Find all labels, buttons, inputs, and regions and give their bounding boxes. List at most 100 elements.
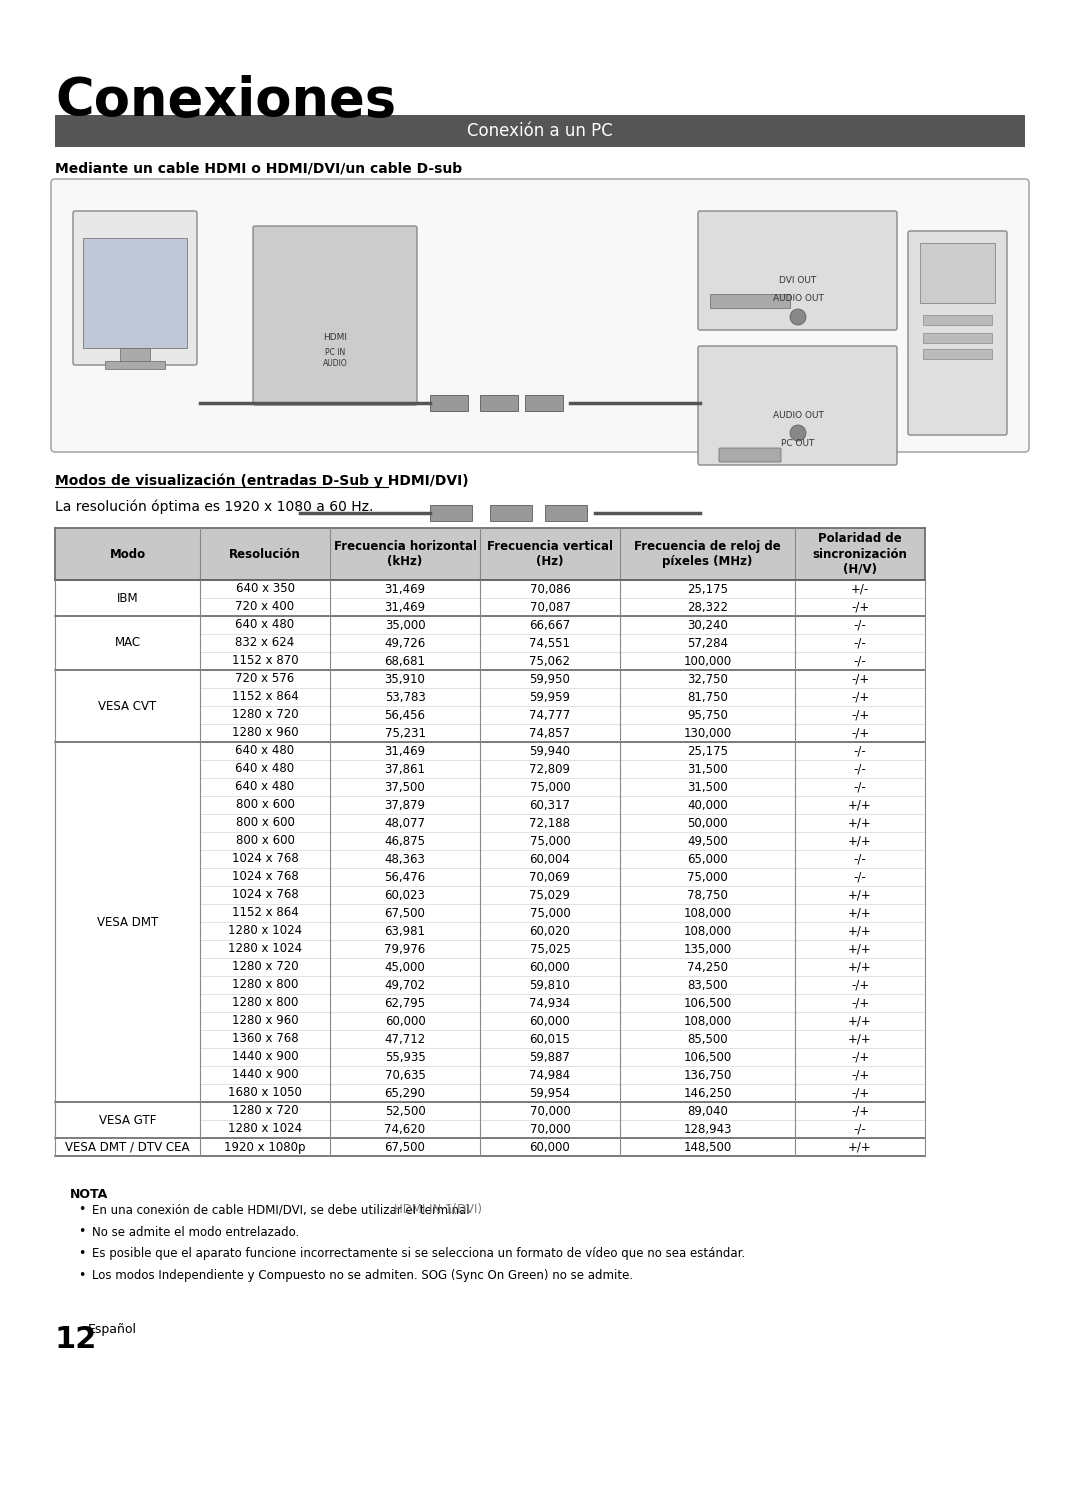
- Text: •: •: [78, 1247, 85, 1261]
- Text: 60,004: 60,004: [529, 853, 570, 865]
- Text: +/-: +/-: [851, 583, 869, 596]
- Text: +/+: +/+: [848, 907, 872, 919]
- Text: 31,469: 31,469: [384, 601, 426, 614]
- Text: -/-: -/-: [853, 654, 866, 668]
- Bar: [55, 850, 924, 868]
- Text: 75,062: 75,062: [529, 654, 570, 668]
- FancyBboxPatch shape: [73, 211, 197, 365]
- Bar: [55, 1067, 924, 1085]
- Text: 640 x 480: 640 x 480: [235, 780, 295, 793]
- Bar: [55, 580, 924, 598]
- Text: 30,240: 30,240: [687, 619, 728, 632]
- Text: 66,667: 66,667: [529, 619, 570, 632]
- Text: 108,000: 108,000: [684, 907, 731, 919]
- FancyBboxPatch shape: [719, 448, 781, 462]
- Text: 48,363: 48,363: [384, 853, 426, 865]
- Text: 70,000: 70,000: [529, 1122, 570, 1135]
- Text: 146,250: 146,250: [684, 1086, 732, 1100]
- Text: 106,500: 106,500: [684, 1050, 731, 1064]
- Bar: [105, 362, 165, 369]
- Text: -/-: -/-: [853, 744, 866, 757]
- Bar: [55, 760, 924, 778]
- Text: 56,456: 56,456: [384, 708, 426, 722]
- Text: -/+: -/+: [851, 726, 869, 740]
- Text: -/+: -/+: [851, 601, 869, 614]
- Text: 74,777: 74,777: [529, 708, 570, 722]
- Text: 74,984: 74,984: [529, 1068, 570, 1082]
- Text: 108,000: 108,000: [684, 1014, 731, 1028]
- Text: 70,087: 70,087: [529, 601, 570, 614]
- Text: 59,954: 59,954: [529, 1086, 570, 1100]
- Text: VESA GTF: VESA GTF: [98, 1113, 157, 1126]
- Text: -/+: -/+: [851, 690, 869, 704]
- Text: 1920 x 1080p: 1920 x 1080p: [225, 1140, 306, 1153]
- Bar: [920, 244, 995, 303]
- Bar: [545, 505, 588, 521]
- FancyBboxPatch shape: [253, 226, 417, 405]
- Text: 37,500: 37,500: [384, 780, 426, 793]
- Text: 1280 x 800: 1280 x 800: [232, 996, 298, 1010]
- Bar: [55, 527, 924, 580]
- Bar: [55, 922, 924, 940]
- Text: -/-: -/-: [853, 1122, 866, 1135]
- Bar: [55, 115, 1025, 146]
- Text: -/+: -/+: [851, 1050, 869, 1064]
- Text: +/+: +/+: [848, 1014, 872, 1028]
- Text: 74,250: 74,250: [687, 961, 728, 974]
- Text: 100,000: 100,000: [684, 654, 731, 668]
- Text: 60,000: 60,000: [529, 961, 570, 974]
- Text: 128,943: 128,943: [684, 1122, 732, 1135]
- Text: 74,551: 74,551: [529, 636, 570, 650]
- Bar: [710, 294, 789, 308]
- Text: 49,500: 49,500: [687, 835, 728, 847]
- Text: 832 x 624: 832 x 624: [235, 636, 295, 650]
- Text: 640 x 480: 640 x 480: [235, 762, 295, 775]
- Text: 800 x 600: 800 x 600: [235, 817, 295, 829]
- Bar: [55, 976, 924, 994]
- Text: PC IN
AUDIO: PC IN AUDIO: [323, 348, 348, 368]
- Text: 800 x 600: 800 x 600: [235, 798, 295, 811]
- Bar: [55, 886, 924, 904]
- Text: 1152 x 870: 1152 x 870: [232, 654, 298, 668]
- Text: 32,750: 32,750: [687, 672, 728, 686]
- Text: 130,000: 130,000: [684, 726, 731, 740]
- Text: 59,940: 59,940: [529, 744, 570, 757]
- Text: 1280 x 960: 1280 x 960: [232, 1014, 298, 1028]
- Text: 74,857: 74,857: [529, 726, 570, 740]
- Text: +/+: +/+: [848, 925, 872, 938]
- Text: HDMI: HDMI: [323, 333, 347, 342]
- Bar: [480, 394, 518, 411]
- Text: Es posible que el aparato funcione incorrectamente si se selecciona un formato d: Es posible que el aparato funcione incor…: [92, 1247, 745, 1261]
- Text: Frecuencia vertical
(Hz): Frecuencia vertical (Hz): [487, 539, 613, 568]
- Text: 67,500: 67,500: [384, 1140, 426, 1153]
- Bar: [525, 394, 563, 411]
- Text: 65,000: 65,000: [687, 853, 728, 865]
- Text: No se admite el modo entrelazado.: No se admite el modo entrelazado.: [92, 1225, 299, 1239]
- Text: 68,681: 68,681: [384, 654, 426, 668]
- Bar: [55, 669, 924, 689]
- Text: 37,879: 37,879: [384, 798, 426, 811]
- Text: 35,000: 35,000: [384, 619, 426, 632]
- Text: En una conexión de cable HDMI/DVI, se debe utilizar el terminal: En una conexión de cable HDMI/DVI, se de…: [92, 1204, 473, 1216]
- Text: 48,077: 48,077: [384, 817, 426, 829]
- Text: Los modos Independiente y Compuesto no se admiten. SOG (Sync On Green) no se adm: Los modos Independiente y Compuesto no s…: [92, 1270, 633, 1282]
- Text: -/+: -/+: [851, 672, 869, 686]
- Text: 75,000: 75,000: [529, 780, 570, 793]
- Text: 78,750: 78,750: [687, 889, 728, 901]
- Bar: [55, 778, 924, 796]
- Bar: [923, 350, 993, 359]
- Bar: [55, 616, 924, 633]
- Text: 1280 x 720: 1280 x 720: [232, 961, 298, 974]
- Bar: [430, 394, 468, 411]
- Text: Resolución: Resolución: [229, 547, 301, 560]
- Text: -/-: -/-: [853, 853, 866, 865]
- Text: 1152 x 864: 1152 x 864: [231, 907, 298, 919]
- Bar: [55, 651, 924, 669]
- Text: +/+: +/+: [848, 1032, 872, 1046]
- Text: 63,981: 63,981: [384, 925, 426, 938]
- Text: Español: Español: [87, 1324, 137, 1336]
- Text: 720 x 400: 720 x 400: [235, 601, 295, 614]
- Text: 31,500: 31,500: [687, 762, 728, 775]
- Bar: [83, 238, 187, 348]
- Bar: [55, 832, 924, 850]
